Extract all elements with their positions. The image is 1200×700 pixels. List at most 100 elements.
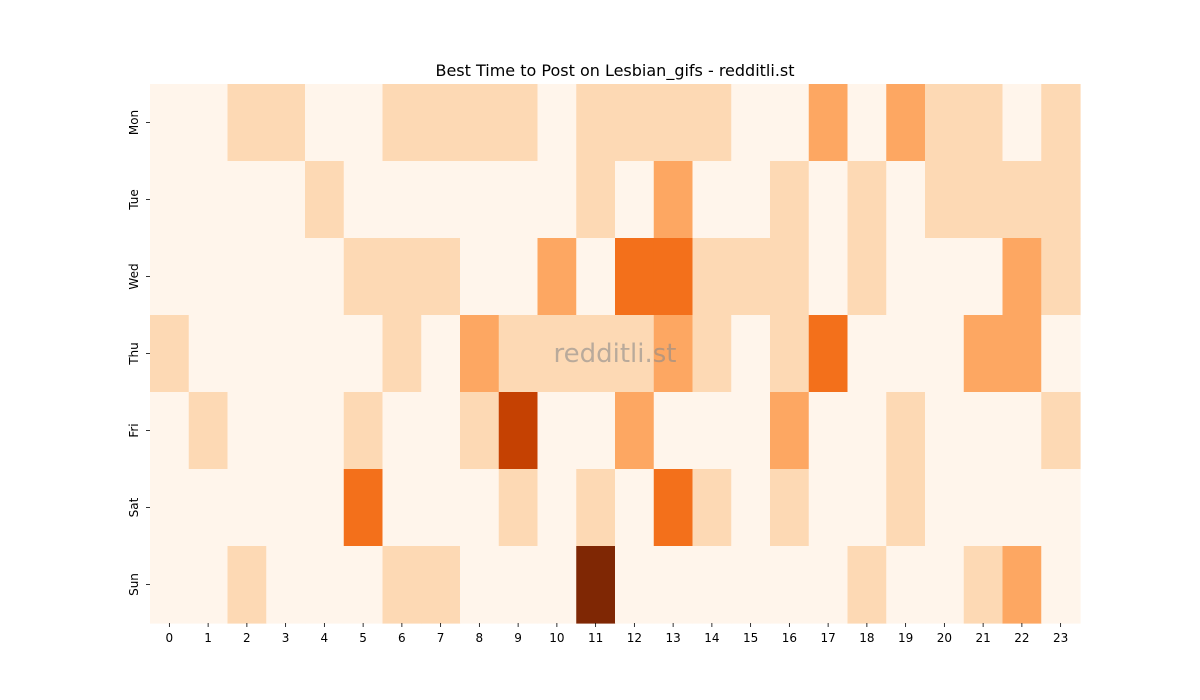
heatmap-cell-mon-5: [343, 84, 384, 162]
heatmap-cell-sat-18: [847, 469, 887, 547]
heatmap-cell-wed-4: [305, 238, 345, 316]
heatmap-cell-thu-7: [421, 315, 461, 393]
heatmap-cell-wed-1: [188, 238, 229, 316]
heatmap-cell-thu-13: [653, 315, 694, 393]
heatmap-cell-sun-7: [421, 546, 461, 624]
heatmap-cell-sat-5: [343, 469, 384, 547]
heatmap-cell-sat-0: [150, 469, 190, 547]
heatmap-cell-sun-10: [537, 546, 577, 624]
heatmap-cell-thu-8: [460, 315, 500, 393]
heatmap-cell-fri-12: [615, 392, 655, 470]
x-tick-label: 4: [321, 631, 329, 645]
heatmap-cell-tue-13: [653, 161, 694, 239]
heatmap-cell-mon-8: [460, 84, 500, 162]
heatmap-cell-wed-17: [808, 238, 849, 316]
heatmap-cell-wed-23: [1041, 238, 1081, 316]
heatmap-cell-sat-13: [653, 469, 694, 547]
heatmap-cell-fri-14: [692, 392, 732, 470]
heatmap-cell-tue-22: [1002, 161, 1042, 239]
heatmap-cell-sun-15: [731, 546, 771, 624]
heatmap-cell-mon-13: [653, 84, 694, 162]
heatmap-cell-wed-8: [460, 238, 500, 316]
x-tick-label: 23: [1053, 631, 1068, 645]
heatmap-cell-fri-16: [770, 392, 810, 470]
heatmap-cell-sun-14: [692, 546, 732, 624]
heatmap-cell-tue-1: [188, 161, 229, 239]
x-tick-label: 18: [859, 631, 874, 645]
heatmap-cell-thu-21: [963, 315, 1004, 393]
heatmap-cell-fri-7: [421, 392, 461, 470]
heatmap-cell-fri-23: [1041, 392, 1081, 470]
heatmap-cell-mon-7: [421, 84, 461, 162]
chart-title: Best Time to Post on Lesbian_gifs - redd…: [435, 61, 794, 81]
heatmap-cell-fri-5: [343, 392, 384, 470]
heatmap-cell-sat-20: [925, 469, 965, 547]
heatmap-cell-sat-3: [266, 469, 306, 547]
heatmap-cell-sat-7: [421, 469, 461, 547]
heatmap-cell-fri-17: [808, 392, 849, 470]
heatmap-cell-fri-20: [925, 392, 965, 470]
heatmap-cell-thu-18: [847, 315, 887, 393]
heatmap-cell-mon-19: [886, 84, 926, 162]
heatmap-cell-wed-20: [925, 238, 965, 316]
x-tick-label: 19: [898, 631, 913, 645]
x-tick-label: 2: [243, 631, 251, 645]
heatmap-cell-wed-0: [150, 238, 190, 316]
heatmap-cell-tue-4: [305, 161, 345, 239]
x-tick-label: 15: [743, 631, 758, 645]
heatmap-cell-sat-17: [808, 469, 849, 547]
heatmap-cell-sat-11: [576, 469, 616, 547]
heatmap-cell-sat-2: [227, 469, 267, 547]
heatmap-cell-sun-23: [1041, 546, 1081, 624]
heatmap-cell-mon-16: [770, 84, 810, 162]
y-tick-label: Tue: [127, 189, 141, 211]
y-tick-label: Wed: [127, 263, 141, 289]
y-tick-label: Mon: [127, 110, 141, 135]
heatmap-cell-tue-6: [382, 161, 422, 239]
heatmap-cell-fri-10: [537, 392, 577, 470]
heatmap-cell-sat-10: [537, 469, 577, 547]
y-axis: Mon Tue Wed Thu Fri Sat Sun: [127, 110, 150, 596]
x-tick-label: 16: [782, 631, 797, 645]
heatmap-cell-tue-12: [615, 161, 655, 239]
x-tick-label: 13: [665, 631, 680, 645]
heatmap-cell-thu-2: [227, 315, 267, 393]
heatmap-cell-mon-18: [847, 84, 887, 162]
heatmap-cell-wed-18: [847, 238, 887, 316]
heatmap-cell-mon-11: [576, 84, 616, 162]
heatmap-cell-mon-12: [615, 84, 655, 162]
heatmap-cell-tue-23: [1041, 161, 1081, 239]
x-tick-label: 12: [627, 631, 642, 645]
heatmap-cell-thu-10: [537, 315, 577, 393]
heatmap-cell-thu-0: [150, 315, 190, 393]
heatmap-cell-sat-6: [382, 469, 422, 547]
heatmap-cell-tue-2: [227, 161, 267, 239]
heatmap-cell-mon-4: [305, 84, 345, 162]
heatmap-cell-fri-4: [305, 392, 345, 470]
heatmap-cell-thu-4: [305, 315, 345, 393]
heatmap-cell-thu-19: [886, 315, 926, 393]
heatmap-cell-fri-3: [266, 392, 306, 470]
heatmap-cell-thu-1: [188, 315, 229, 393]
y-tick-label: Sat: [127, 497, 141, 517]
heatmap-cell-sat-19: [886, 469, 926, 547]
heatmap-cell-sat-22: [1002, 469, 1042, 547]
heatmap-cell-thu-11: [576, 315, 616, 393]
x-tick-label: 22: [1014, 631, 1029, 645]
heatmap-cell-tue-7: [421, 161, 461, 239]
heatmap-cell-wed-14: [692, 238, 732, 316]
heatmap-cell-sun-11: [576, 546, 616, 624]
heatmap-cells: [150, 84, 1081, 624]
heatmap-cell-thu-17: [808, 315, 849, 393]
heatmap-cell-sat-16: [770, 469, 810, 547]
heatmap-cell-thu-6: [382, 315, 422, 393]
heatmap-cell-mon-14: [692, 84, 732, 162]
x-tick-label: 0: [166, 631, 174, 645]
heatmap-cell-sat-12: [615, 469, 655, 547]
heatmap-cell-wed-9: [498, 238, 539, 316]
heatmap-cell-tue-0: [150, 161, 190, 239]
y-tick-label: Fri: [127, 423, 141, 437]
x-tick-label: 7: [437, 631, 445, 645]
heatmap-cell-fri-6: [382, 392, 422, 470]
